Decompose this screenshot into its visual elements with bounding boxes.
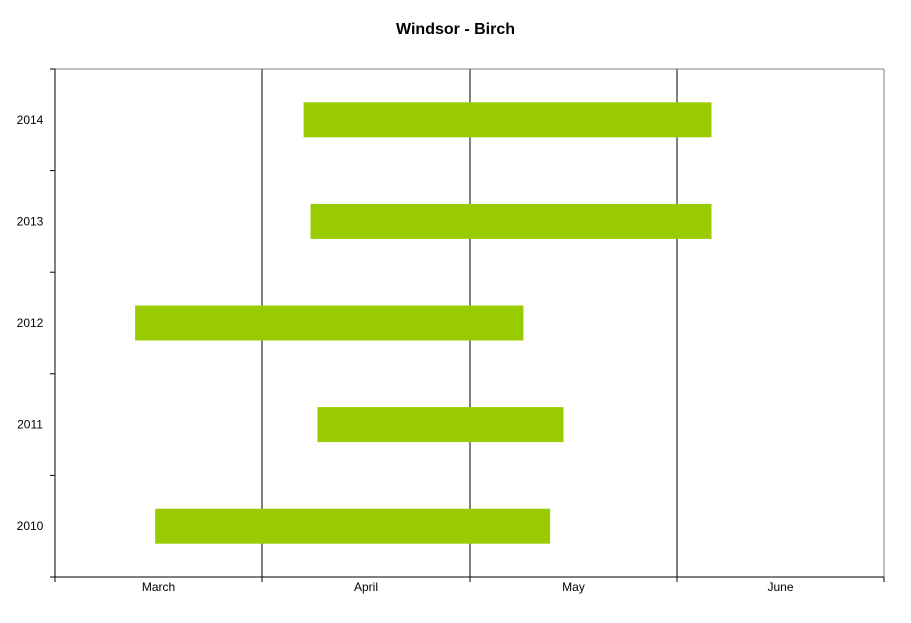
bar-2013 — [310, 203, 712, 239]
x-tick-label-march: March — [142, 580, 175, 594]
y-tick-label-2010: 2010 — [17, 519, 44, 533]
bar-2011 — [317, 407, 564, 443]
y-tick-label-2012: 2012 — [17, 316, 44, 330]
bar-2012 — [135, 305, 524, 341]
axes-group — [50, 68, 885, 582]
bar-2010 — [155, 508, 551, 544]
labels-group: March April May June 2014 2013 2012 2011 2010 — [17, 113, 794, 594]
y-tick-label-2011: 2011 — [17, 418, 43, 432]
bar-2014 — [303, 102, 712, 138]
chart-title: Windsor - Birch — [396, 21, 515, 38]
x-tick-label-june: June — [767, 580, 793, 594]
x-tick-label-may: May — [562, 580, 585, 594]
y-tick-label-2013: 2013 — [17, 214, 44, 228]
bars-group — [135, 102, 712, 544]
y-tick-label-2014: 2014 — [17, 113, 44, 127]
x-tick-label-april: April — [354, 580, 378, 594]
